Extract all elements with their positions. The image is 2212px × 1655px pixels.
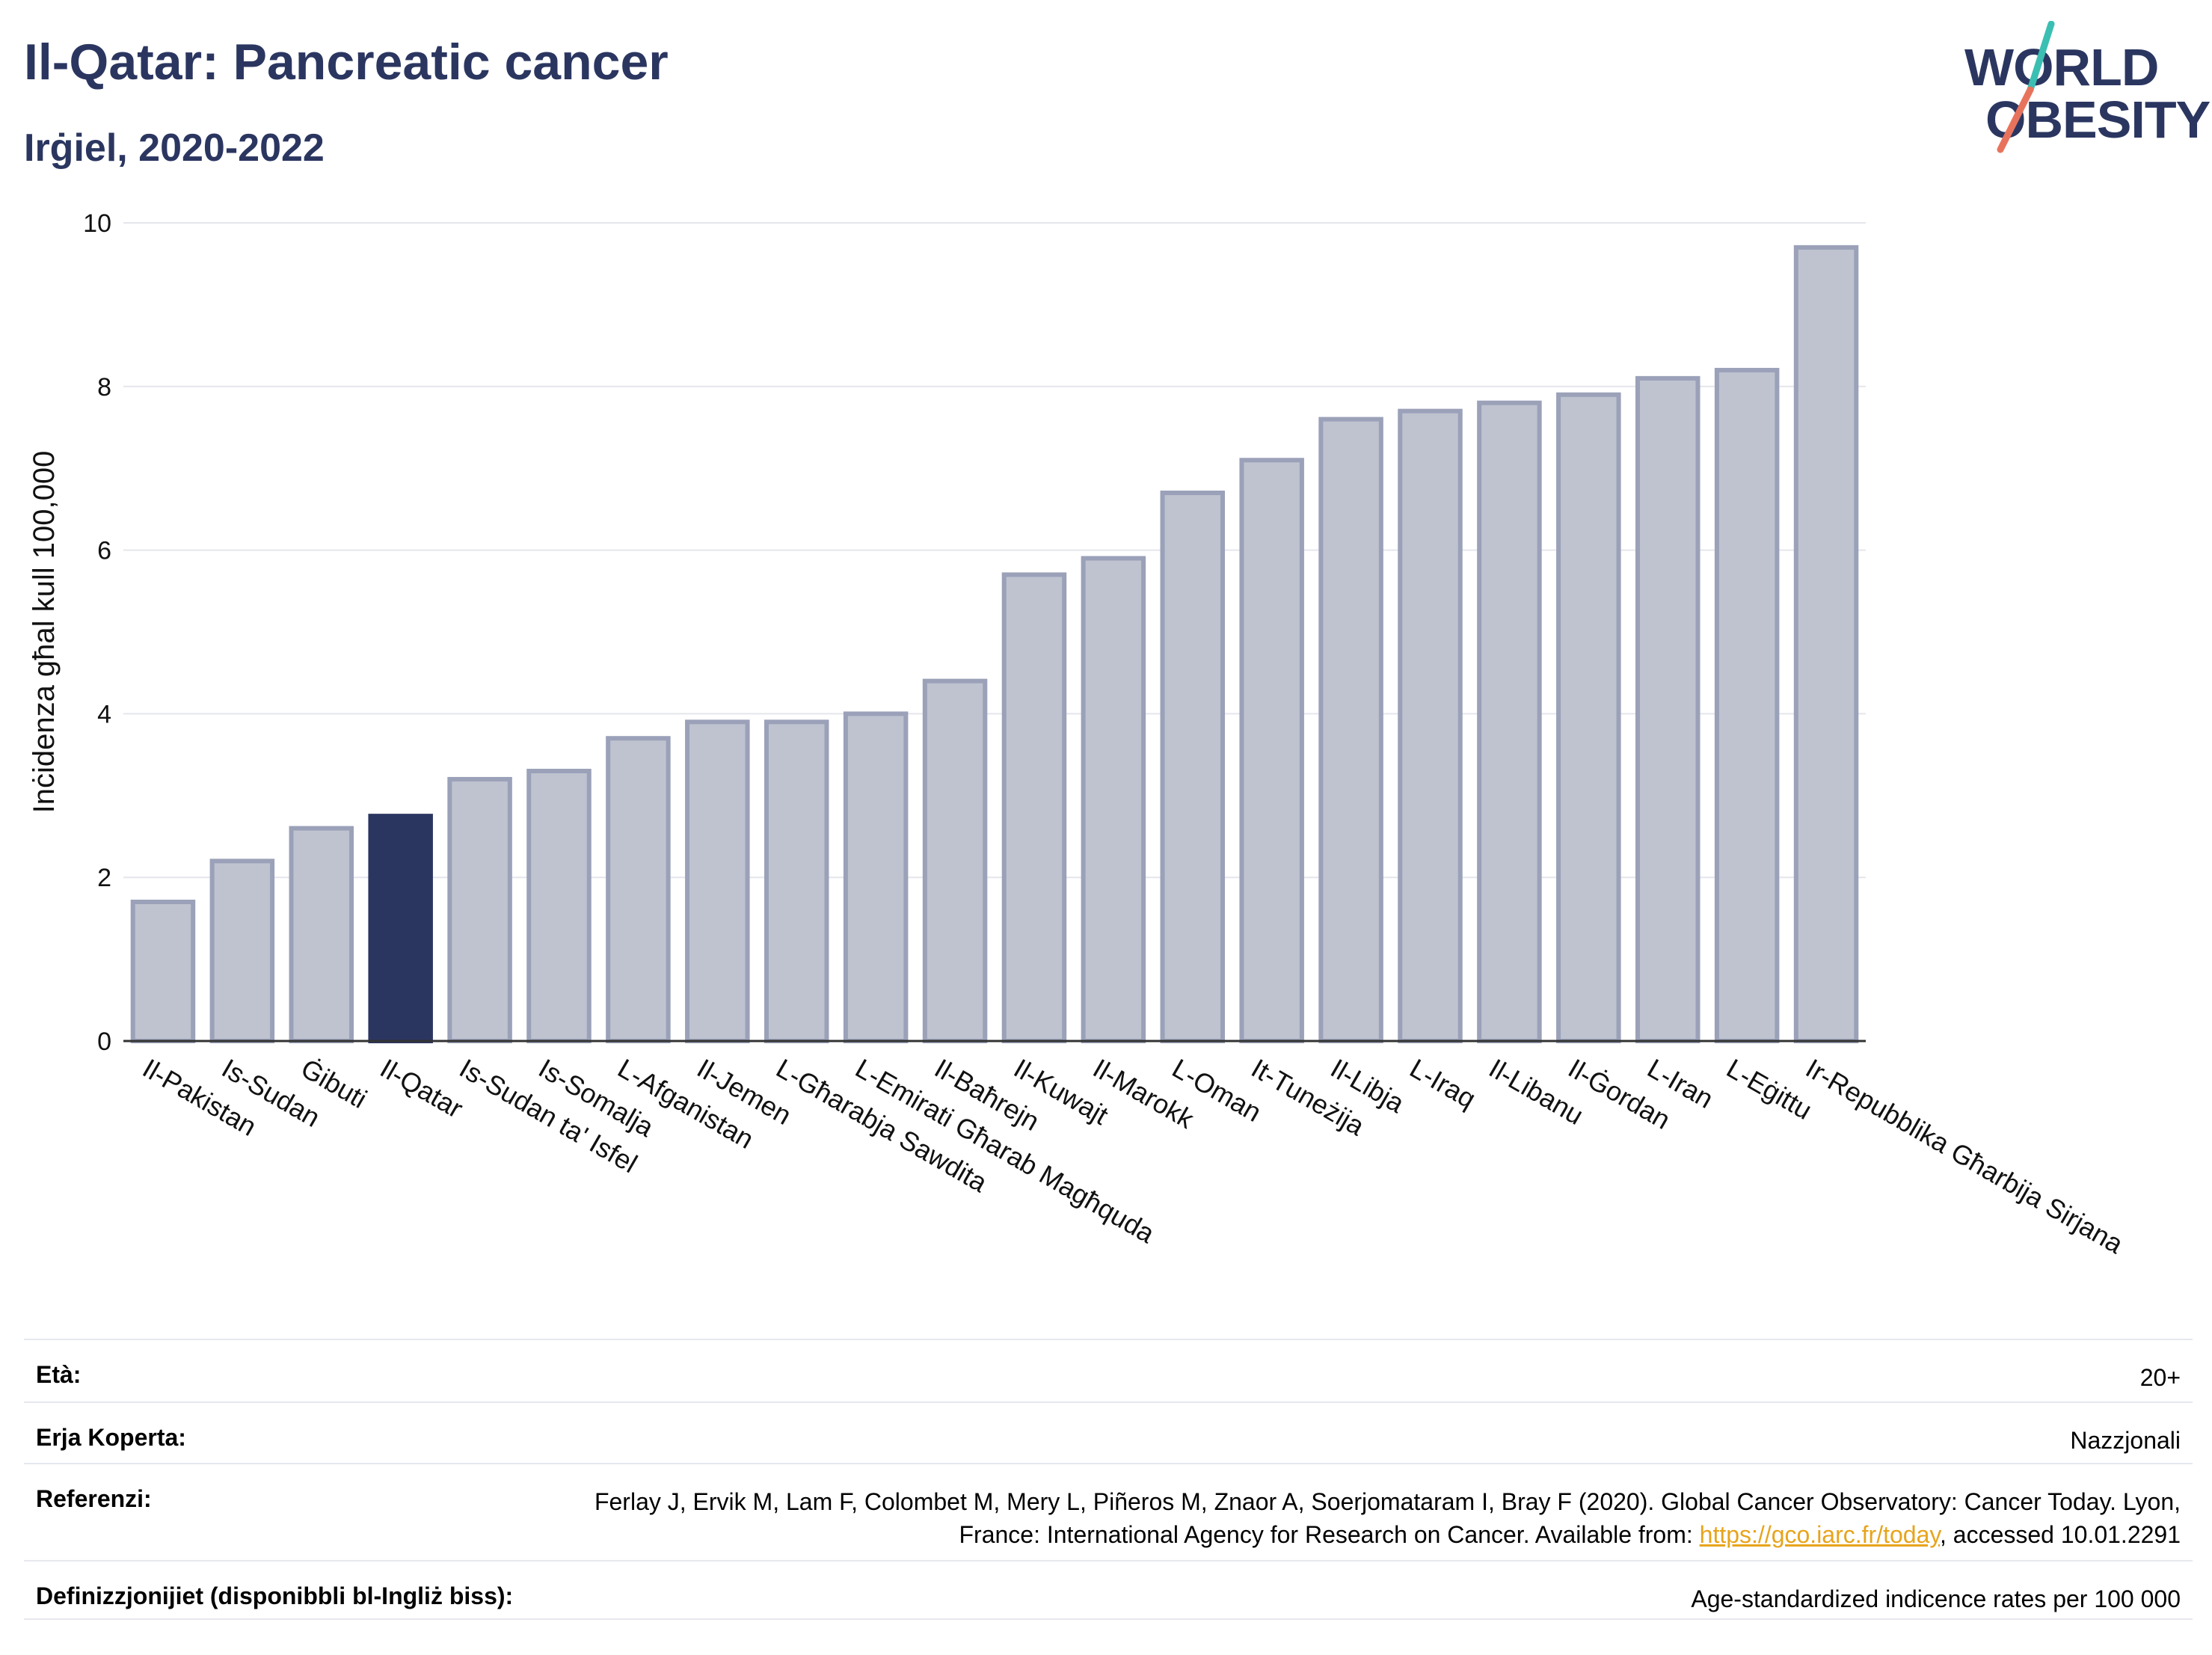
x-tick-label: Ir-Repubblika Għarbija Sirjana (1801, 1052, 2129, 1259)
x-tick-label: L-Eġittu (1721, 1052, 1817, 1126)
world-obesity-logo: WORLD OBESITY (1956, 21, 2211, 163)
info-row-references: Referenzi: Ferlay J, Ervik M, Lam F, Col… (24, 1463, 2193, 1560)
info-row-age: Età: 20+ (24, 1339, 2193, 1401)
chart-title: Il-Qatar: Pancreatic cancer (24, 34, 669, 90)
chart-subtitle: Irġiel, 2020-2022 (24, 126, 325, 170)
bar-6 (526, 768, 592, 1043)
x-tick-label: L-Iraq (1405, 1052, 1481, 1114)
age-value: 20+ (2139, 1364, 2181, 1391)
references-value: Ferlay J, Ervik M, Lam F, Colombet M, Me… (580, 1485, 2181, 1551)
bar-22 (1793, 245, 1859, 1044)
definitions-value: Age-standardized indicence rates per 100… (1691, 1585, 2181, 1612)
bar-16 (1318, 417, 1383, 1043)
bar-3 (289, 826, 354, 1043)
y-tick-label: 10 (83, 209, 111, 238)
info-row-definitions: Definizzjonijiet (disponibbli bl-Ingliż … (24, 1560, 2193, 1620)
logo-text-world: WORLD (1964, 38, 2159, 96)
bar-11 (922, 678, 988, 1043)
y-tick-label: 4 (97, 700, 111, 728)
logo-slash-icon (1997, 21, 2055, 153)
bar-4 (368, 814, 433, 1044)
age-label: Età: (36, 1361, 82, 1388)
y-tick-label: 8 (97, 373, 111, 402)
bar-15 (1239, 458, 1304, 1043)
references-link[interactable]: https://gco.iarc.fr/today (1699, 1521, 1940, 1548)
references-label: Referenzi: (36, 1485, 152, 1512)
bar-8 (685, 719, 750, 1044)
bar-17 (1398, 408, 1463, 1043)
bar-13 (1081, 556, 1146, 1044)
references-accessed: , accessed 10.01.2291 (1939, 1521, 2181, 1548)
area-value: Nazzjonali (2070, 1427, 2181, 1454)
bar-2 (209, 859, 275, 1043)
definitions-label: Definizzjonijiet (disponibbli bl-Ingliż … (36, 1582, 514, 1609)
bar-18 (1477, 400, 1542, 1043)
bar-7 (606, 736, 671, 1043)
bar-21 (1714, 367, 1780, 1044)
bar-10 (843, 711, 909, 1044)
references-text: Ferlay J, Ervik M, Lam F, Colombet M, Me… (594, 1488, 2181, 1548)
y-tick-label: 0 (97, 1028, 111, 1056)
bars (130, 245, 1859, 1044)
x-tick-label: Il-Qatar (375, 1052, 468, 1124)
bar-5 (447, 776, 512, 1043)
bar-9 (764, 719, 829, 1044)
bar-14 (1160, 491, 1226, 1043)
bar-20 (1635, 375, 1701, 1044)
bar-1 (130, 900, 196, 1044)
bar-19 (1556, 392, 1621, 1043)
info-row-area: Erja Koperta: Nazzjonali (24, 1401, 2193, 1463)
area-label: Erja Koperta: (36, 1424, 186, 1451)
bar-12 (1001, 572, 1067, 1044)
y-axis-label: Inċidenza għal kull 100,000 (28, 451, 61, 814)
y-tick-label: 2 (97, 864, 111, 892)
y-axis-ticks: 0 2 4 6 8 10 (83, 209, 111, 1056)
y-tick-label: 6 (97, 537, 111, 565)
info-table: Età: 20+ Erja Koperta: Nazzjonali Refere… (24, 1339, 2193, 1620)
